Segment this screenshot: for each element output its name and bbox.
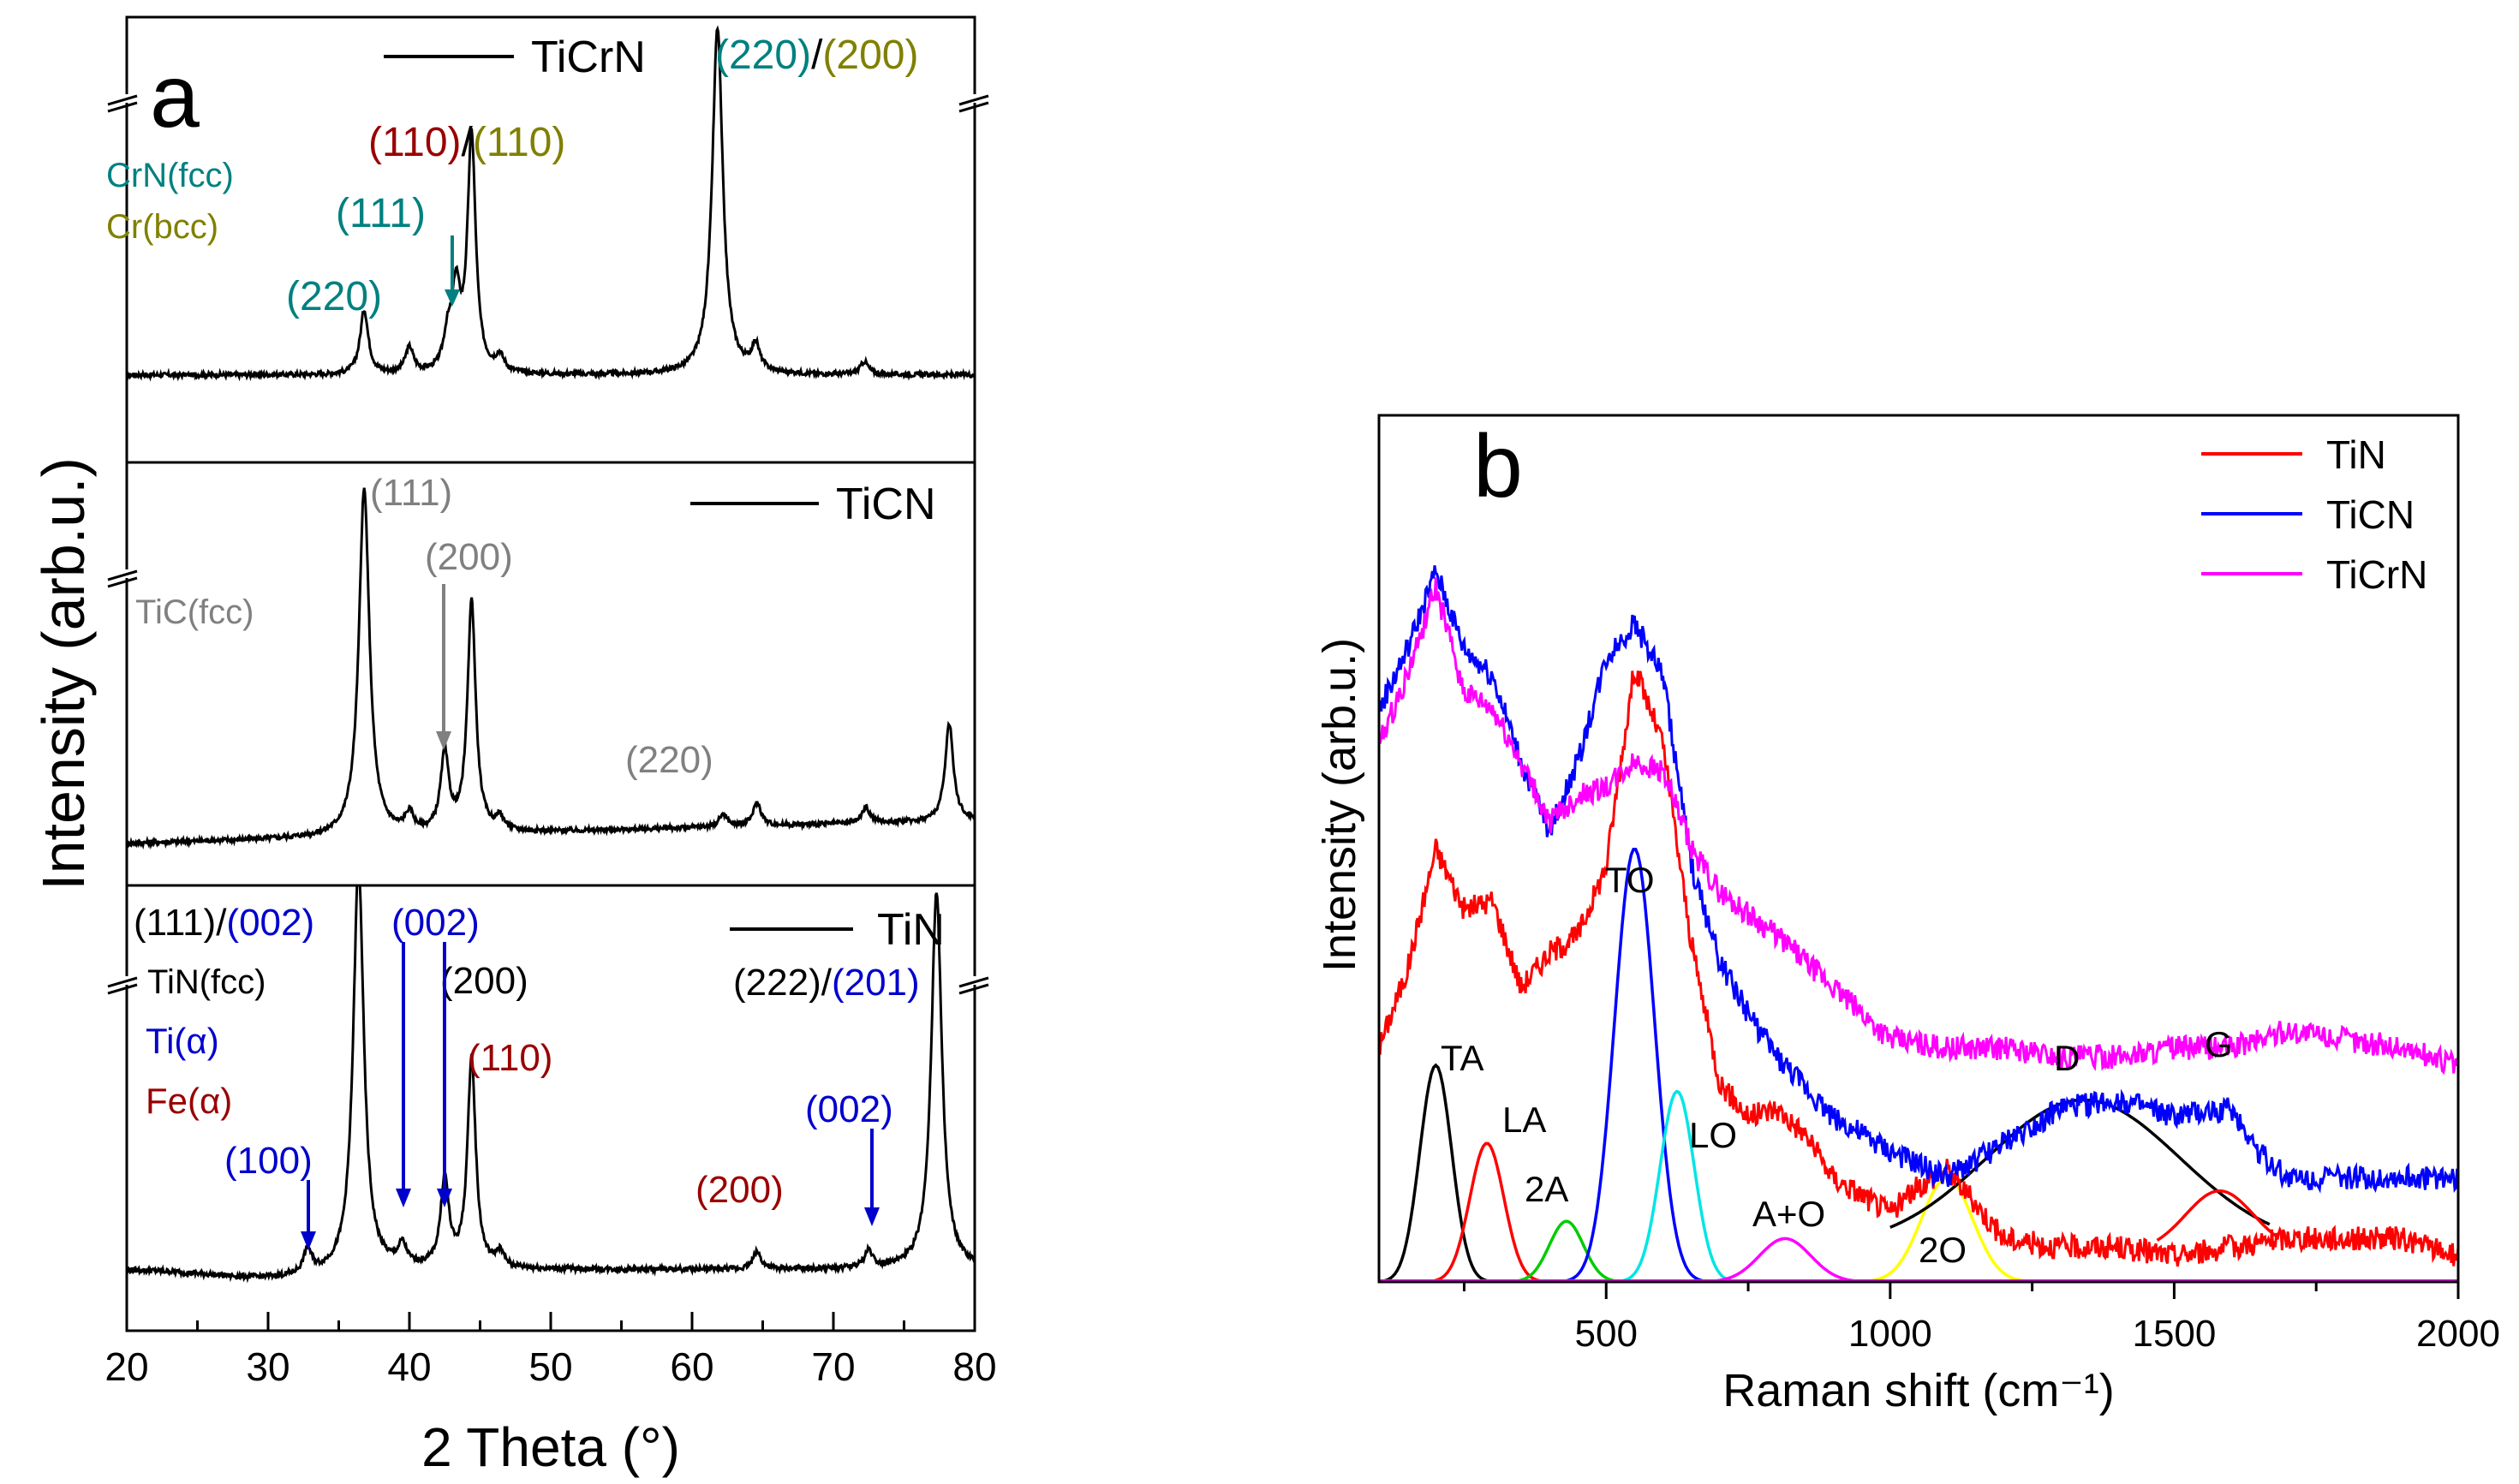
legend-label-ticn: TiCN xyxy=(836,480,936,529)
panel-b-frame xyxy=(1377,414,2460,1284)
x-tick-label: 1500 xyxy=(2132,1313,2216,1355)
fit-label-la: LA xyxy=(1502,1100,1546,1140)
x-tick-label: 80 xyxy=(952,1344,996,1389)
panel-b-y-axis-label: Intensity (arb.u.) xyxy=(1314,638,1365,972)
phase-label-cr-bcc: Cr(bcc) xyxy=(106,208,218,246)
x-tick-label: 2000 xyxy=(2416,1313,2500,1355)
x-tick-label: 20 xyxy=(104,1344,148,1389)
peak-label-111-002: (111)/(002) xyxy=(134,902,314,944)
peak-label-111-crn: (111) xyxy=(336,191,426,236)
raman-series xyxy=(1379,565,2458,1282)
legend-label-ticn-raman: TiCN xyxy=(2326,492,2415,537)
peak-label-222-201: (222)/(201) xyxy=(733,962,920,1004)
x-tick-label: 30 xyxy=(246,1344,290,1389)
peak-label-111-tic: (111) xyxy=(370,472,452,514)
phase-label-ti-alpha: Ti(α) xyxy=(146,1021,219,1061)
arrowhead-111-crn xyxy=(445,289,460,307)
fit-label-g: G xyxy=(2205,1024,2233,1064)
panel-b-x-ticks: 500 1000 1500 2000 xyxy=(1462,1282,2500,1355)
legend-label-ticrn-raman: TiCrN xyxy=(2326,552,2427,597)
fit-label-d: D xyxy=(2054,1038,2080,1078)
fit-label-a-plus-o: A+O xyxy=(1752,1194,1825,1234)
peak-label-110-fe: (110) xyxy=(468,1037,552,1079)
peak-label-110-110: (110)/(110) xyxy=(368,120,565,165)
peak-label-200-tic: (200) xyxy=(425,536,513,578)
peak-label-220-crn: (220) xyxy=(286,274,382,319)
panel-a-frame xyxy=(125,15,976,1332)
axis-break-marks xyxy=(107,94,989,995)
panel-a-chart: 20 30 40 50 60 70 80 a 2 Theta (°) Intensity (… xyxy=(30,15,997,1478)
x-tick-label: 40 xyxy=(387,1344,431,1389)
phase-label-fe-alpha: Fe(α) xyxy=(146,1081,232,1121)
panel-b-x-axis-label: Raman shift (cm⁻¹) xyxy=(1722,1365,2115,1416)
ticrn-xrd-series xyxy=(127,25,975,382)
x-tick-label: 70 xyxy=(811,1344,855,1389)
x-tick-label: 1000 xyxy=(1848,1313,1932,1355)
xrd-line-ticrn xyxy=(127,25,975,382)
x-tick-label: 60 xyxy=(670,1344,713,1389)
x-tick-label: 50 xyxy=(528,1344,572,1389)
phase-label-tin-fcc: TiN(fcc) xyxy=(147,963,266,1001)
peak-label-002-ti: (002) xyxy=(391,902,480,944)
fit-label-ta: TA xyxy=(1441,1038,1484,1078)
arrowhead-200-tic xyxy=(436,731,451,750)
raman-line-ticrn xyxy=(1379,577,2458,1076)
peak-label-002-ti-b: (002) xyxy=(805,1088,893,1130)
peak-label-220-200: (220)/(200) xyxy=(715,33,918,78)
tin-xrd-series xyxy=(127,885,975,1284)
panel-a-x-ticks: 20 30 40 50 60 70 80 xyxy=(104,1312,997,1389)
panel-a-x-axis-label: 2 Theta (°) xyxy=(421,1416,680,1478)
xrd-line-tin xyxy=(127,885,975,1284)
fit-component-g xyxy=(2156,1189,2277,1242)
peak-label-220-tic: (220) xyxy=(625,739,713,781)
fit-label-2o: 2O xyxy=(1919,1230,1967,1270)
ticn-xrd-series xyxy=(127,487,975,850)
peak-label-200-fe: (200) xyxy=(695,1169,784,1211)
phase-label-crn-fcc: CrN(fcc) xyxy=(106,157,234,194)
panel-b-chart: 500 1000 1500 2000 b Raman shift (cm⁻¹) Int… xyxy=(1314,414,2500,1416)
raman-line-tin xyxy=(1379,670,2458,1267)
legend-label-ticrn: TiCrN xyxy=(531,33,646,82)
panel-b-label: b xyxy=(1473,417,1523,516)
fit-component-lo xyxy=(1379,1089,2061,1282)
panel-a-y-axis-label: Intensity (arb.u.) xyxy=(30,457,97,891)
tin-peak-arrows xyxy=(301,942,880,1250)
legend-label-tin: TiN xyxy=(877,905,945,955)
peak-label-200-tin: (200) xyxy=(440,960,528,1002)
x-tick-label: 500 xyxy=(1575,1313,1638,1355)
fit-label-lo: LO xyxy=(1689,1115,1737,1155)
fit-label-to: TO xyxy=(1605,860,1655,900)
fit-component-la xyxy=(1379,1141,2061,1282)
xrd-line-ticn xyxy=(127,487,975,850)
legend-label-tin-raman: TiN xyxy=(2326,432,2386,477)
fit-label-2a: 2A xyxy=(1525,1169,1568,1209)
raman-line-ticn xyxy=(1379,565,2458,1194)
panel-a-label: a xyxy=(150,47,200,146)
peak-label-100-ti: (100) xyxy=(224,1140,313,1182)
phase-label-tic-fcc: TiC(fcc) xyxy=(135,593,254,631)
